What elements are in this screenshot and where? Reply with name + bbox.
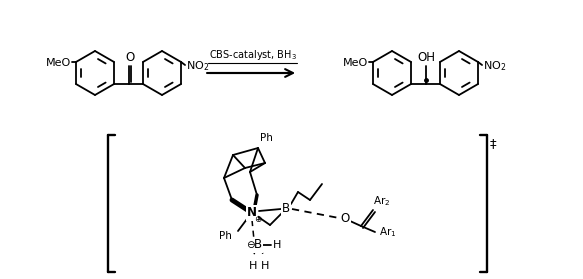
Text: MeO: MeO (343, 58, 368, 68)
Text: O: O (125, 51, 134, 64)
Text: Ar$_2$: Ar$_2$ (373, 194, 390, 208)
Text: O: O (340, 211, 350, 225)
Text: Ph: Ph (219, 231, 232, 241)
Text: ‡: ‡ (490, 137, 497, 150)
Text: ⊖: ⊖ (245, 240, 254, 250)
Text: N: N (247, 206, 257, 220)
Text: OH: OH (417, 51, 436, 64)
Text: NO$_2$: NO$_2$ (186, 59, 209, 73)
Text: B: B (254, 239, 262, 251)
Text: H: H (273, 240, 282, 250)
Text: Ph: Ph (260, 133, 273, 143)
Text: B: B (282, 201, 290, 215)
Text: ⊕: ⊕ (254, 215, 262, 223)
Text: MeO: MeO (45, 58, 71, 68)
Text: NO$_2$: NO$_2$ (483, 59, 507, 73)
Text: H: H (261, 261, 269, 271)
Text: CBS-catalyst, BH$_3$: CBS-catalyst, BH$_3$ (209, 48, 296, 62)
Text: Ar$_1$: Ar$_1$ (379, 225, 396, 239)
Text: H: H (249, 261, 257, 271)
